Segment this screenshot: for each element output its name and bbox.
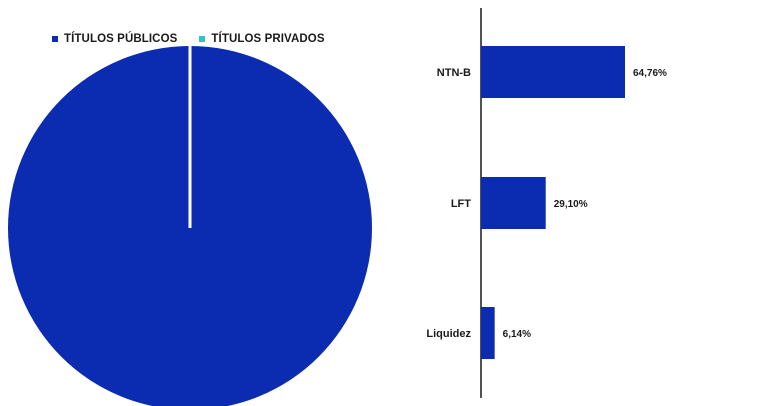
- legend-swatch-titulos-publicos: [52, 36, 58, 42]
- bar-category-label-1: LFT: [451, 198, 471, 210]
- bar-0: [481, 46, 625, 98]
- legend-label-titulos-publicos: TÍTULOS PÚBLICOS: [64, 33, 178, 45]
- bar-category-label-2: Liquidez: [426, 328, 471, 340]
- bar-value-label-2: 6,14%: [503, 329, 531, 340]
- legend-item-titulos-publicos[interactable]: TÍTULOS PÚBLICOS: [52, 33, 177, 45]
- bar-1: [481, 177, 546, 229]
- pie-legend: TÍTULOS PÚBLICOS TÍTULOS PRIVADOS: [52, 33, 325, 45]
- bar-value-label-1: 29,10%: [554, 199, 588, 210]
- legend-item-titulos-privados[interactable]: TÍTULOS PRIVADOS: [199, 33, 325, 45]
- bar-value-label-0: 64,76%: [633, 68, 667, 79]
- legend-label-titulos-privados: TÍTULOS PRIVADOS: [211, 33, 325, 45]
- bar-category-label-0: NTN-B: [437, 67, 471, 79]
- bar-2: [481, 307, 495, 359]
- legend-swatch-titulos-privados: [199, 36, 206, 42]
